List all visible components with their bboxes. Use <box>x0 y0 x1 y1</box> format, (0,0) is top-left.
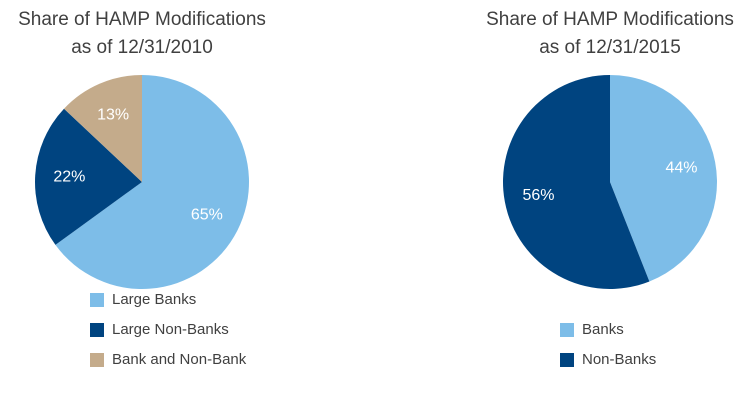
chart-title: as of 12/31/2015 <box>539 37 681 58</box>
legend-swatch <box>90 293 104 307</box>
legend-swatch <box>560 323 574 337</box>
legend-label: Non-Banks <box>582 351 656 368</box>
chart-title: Share of HAMP Modifications <box>18 9 266 30</box>
pie-slice <box>35 108 142 245</box>
pie-slice <box>502 75 650 289</box>
legend-swatch <box>90 323 104 337</box>
pie-slice <box>610 75 718 282</box>
data-label: 22% <box>53 169 85 186</box>
legend-swatch <box>90 353 104 367</box>
legend-label: Banks <box>582 321 624 338</box>
pie-slice <box>55 75 249 289</box>
legend-label: Large Non-Banks <box>112 321 229 338</box>
pie-slice <box>64 75 142 182</box>
data-label: 13% <box>97 106 129 123</box>
chart-title: Share of HAMP Modifications <box>486 9 734 30</box>
data-label: 65% <box>191 206 223 223</box>
data-label: 44% <box>665 160 697 177</box>
legend-swatch <box>560 353 574 367</box>
data-label: 56% <box>523 187 555 204</box>
legend-label: Bank and Non-Bank <box>112 351 247 368</box>
chart-title: as of 12/31/2010 <box>71 37 213 58</box>
legend-label: Large Banks <box>112 291 196 308</box>
